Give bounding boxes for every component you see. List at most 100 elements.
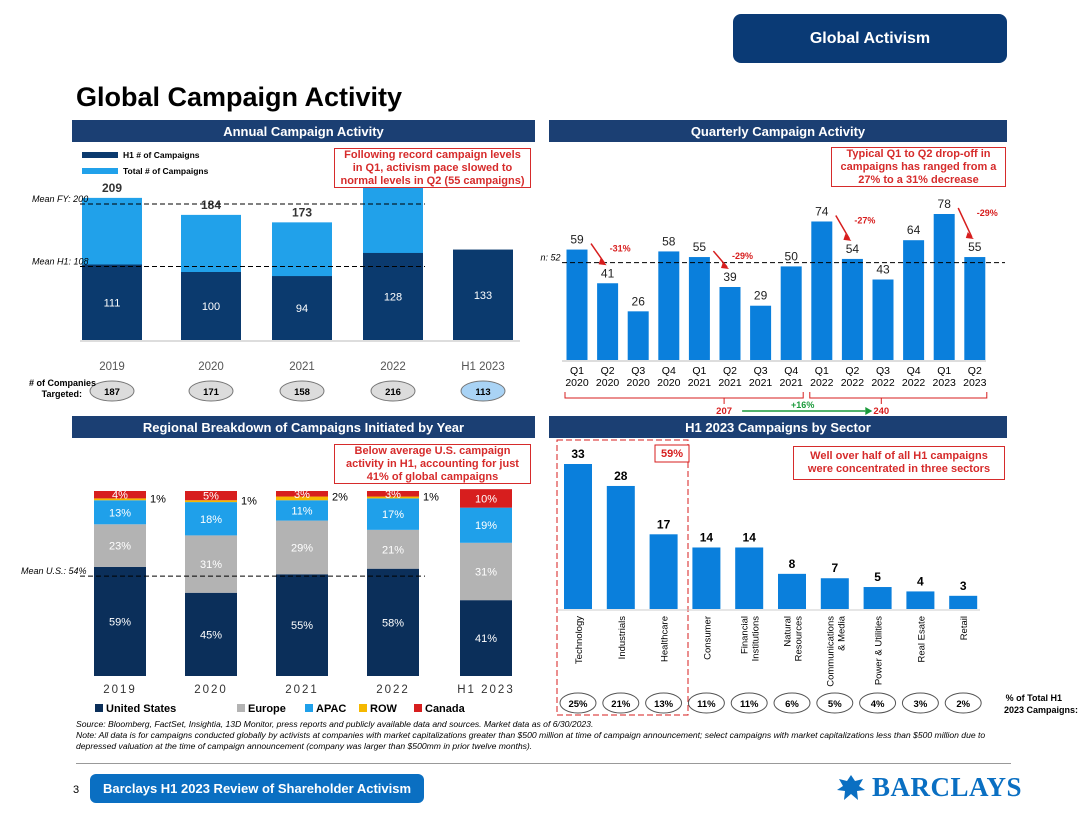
annual-h1-label: 100 [202, 301, 220, 313]
companies-targeted-value: 113 [475, 387, 490, 398]
sector-percent-value: 11% [740, 699, 759, 710]
quarterly-value-label: 41 [601, 266, 615, 280]
sector-percent-badge [944, 692, 982, 714]
regional-row-label: 1% [150, 493, 166, 505]
quarterly-bar [964, 257, 986, 360]
drop-arrow [590, 243, 606, 264]
regional-category-label: 2022 [376, 684, 410, 696]
quarterly-year-label: 2022 [841, 377, 865, 389]
quarterly-quarter-label: Q1 [570, 365, 584, 377]
sector-category-label: Industrials [617, 616, 628, 660]
sector-percent-value: 5% [828, 699, 842, 710]
drop-arrow-head [721, 262, 729, 269]
regional-category-label: H1 2023 [457, 684, 514, 696]
companies-targeted-label-2: Targeted: [42, 389, 82, 399]
regional-legend-swatch [359, 704, 367, 712]
regional-segment-canada [276, 491, 328, 497]
quarterly-quarter-label: Q2 [723, 365, 737, 377]
quarterly-quarter-label: Q1 [692, 365, 706, 377]
quarterly-year-label: 2020 [565, 377, 589, 389]
sector-value-label: 28 [614, 469, 628, 483]
regional-segment-label: 59% [109, 616, 131, 628]
regional-segment-canada [185, 491, 237, 501]
sector-bar [649, 534, 678, 609]
regional-segment-united-states [460, 600, 512, 676]
quarterly-value-label: 78 [938, 197, 952, 211]
sector-callout: Well over half of all H1 campaigns were … [793, 446, 1005, 480]
regional-breakdown-chart: 59% 23% 13% 1% 4% 2019 45% 31% 18% 1% 5% 2020 55% 29%… [21, 489, 514, 715]
regional-category-label: 2020 [194, 684, 228, 696]
quarterly-bar [566, 249, 588, 360]
legend-label-total: Total # of Campaigns [123, 166, 209, 176]
publication-tab[interactable]: Barclays H1 2023 Review of Shareholder A… [90, 774, 424, 803]
quarterly-bar [627, 311, 649, 360]
regional-segment-label: 10% [475, 493, 497, 505]
regional-segment-apac [276, 500, 328, 521]
quarterly-bar [688, 257, 710, 360]
regional-segment-united-states [185, 592, 237, 676]
companies-targeted-badge [370, 380, 416, 402]
quarterly-year-label: 2021 [688, 377, 712, 389]
sector-value-label: 14 [700, 530, 714, 544]
sector-bar [564, 464, 592, 609]
sector-value-label: 33 [571, 447, 585, 461]
eagle-icon [837, 774, 865, 800]
regional-legend-swatch [95, 704, 103, 712]
sector-percent-badge [645, 692, 683, 714]
regional-segment-label: 17% [382, 509, 404, 521]
regional-segment-label: 29% [291, 542, 313, 554]
drop-percent-label: -29% [977, 208, 998, 218]
regional-legend-swatch [237, 704, 245, 712]
quarterly-value-label: 64 [907, 223, 921, 237]
annual-mean-label: Mean FY: 200 [32, 194, 88, 204]
sector-percent-badge [602, 692, 640, 714]
regional-segment-label: 4% [112, 490, 128, 502]
quarterly-bar [811, 221, 833, 360]
regional-segment-united-states [94, 566, 146, 676]
sector-bar [778, 573, 806, 609]
regional-panel-header: Regional Breakdown of Campaigns Initiate… [72, 416, 535, 438]
regional-segment-united-states [367, 568, 419, 676]
quarterly-quarter-label: Q2 [968, 365, 982, 377]
regional-segment-apac [460, 507, 512, 543]
annual-total-label: 173 [292, 205, 312, 219]
quarterly-value-label: 54 [846, 242, 860, 256]
companies-targeted-value: 216 [385, 387, 401, 398]
growth-percent-label: +16% [791, 400, 814, 410]
growth-bracket-left [564, 392, 804, 399]
quarterly-panel-header: Quarterly Campaign Activity [549, 120, 1007, 142]
sector-percent-caption-2: 2023 Campaigns: [1004, 705, 1078, 715]
regional-segment-europe [185, 535, 237, 593]
legend-swatch-total [82, 168, 118, 174]
sector-percent-value: 11% [697, 699, 716, 710]
sector-value-label: 7 [831, 561, 838, 575]
regional-legend-label: Canada [425, 703, 466, 715]
quarterly-quarter-label: Q3 [876, 365, 890, 377]
sector-percent-value: 6% [785, 699, 799, 710]
companies-targeted-value: 171 [203, 387, 220, 398]
companies-targeted-badge [279, 380, 325, 402]
regional-segment-label: 13% [109, 507, 131, 519]
quarterly-year-label: 2021 [780, 377, 804, 389]
regional-segment-canada [460, 489, 512, 508]
legend-swatch-h1 [82, 152, 118, 158]
sector-value-label: 14 [743, 530, 757, 544]
annual-h1-label: 128 [384, 291, 402, 303]
regional-segment-canada [94, 491, 146, 499]
sector-percent-value: 21% [611, 699, 631, 710]
sector-panel-header: H1 2023 Campaigns by Sector [549, 416, 1007, 438]
annual-h1-bar [453, 249, 513, 340]
quarterly-year-label: 2020 [657, 377, 681, 389]
annual-h1-bar [82, 264, 142, 340]
annual-category-label: 2020 [198, 361, 224, 373]
sector-bar [606, 485, 635, 609]
regional-segment-united-states [276, 574, 328, 676]
sector-percent-badge [901, 692, 939, 714]
quarterly-quarter-label: Q1 [815, 365, 829, 377]
regional-segment-label: 3% [385, 489, 401, 501]
drop-arrow [957, 207, 973, 238]
quarterly-bar [841, 258, 863, 360]
regional-segment-label: 19% [475, 520, 497, 532]
growth-to-value: 240 [873, 406, 889, 416]
sector-percent-badge [859, 692, 897, 714]
